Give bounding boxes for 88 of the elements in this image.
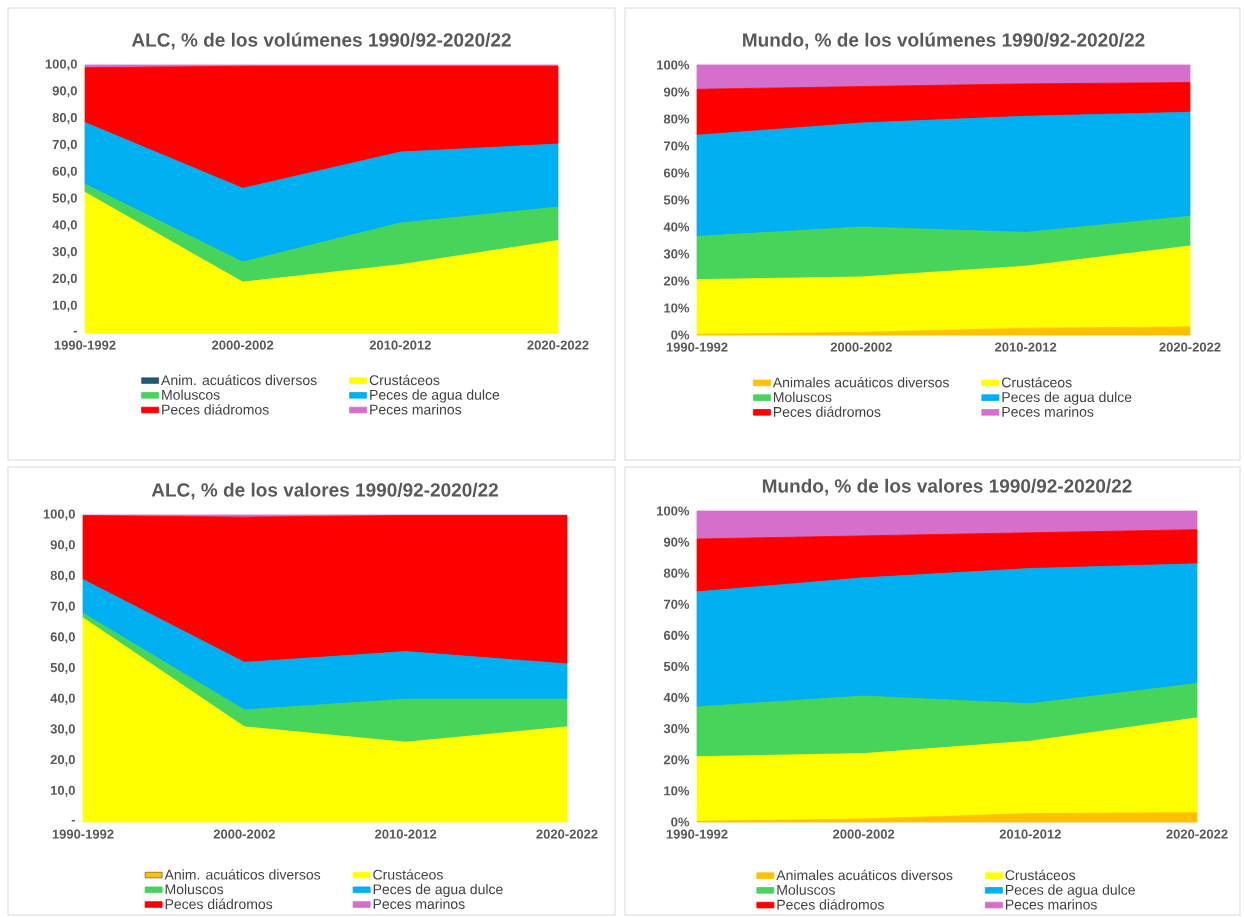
y-tick-label: 60% xyxy=(663,168,690,178)
legend-label: Peces de agua dulce xyxy=(370,389,500,403)
chart-title: ALC, % de los valores 1990/92-2020/22 xyxy=(151,482,498,500)
x-tick-label: 2010-2012 xyxy=(995,342,1057,352)
y-tick-label: - xyxy=(71,819,75,822)
legend-label: Moluscos xyxy=(773,391,832,403)
x-tick-label: 2020-2022 xyxy=(527,340,589,350)
legend-label: Peces de agua dulce xyxy=(1002,391,1132,405)
y-tick-label: 70,0 xyxy=(52,139,77,151)
legend-label: Peces de agua dulce xyxy=(373,883,503,898)
x-tick-label: 2020-2022 xyxy=(536,829,598,839)
legend-label: Peces marinos xyxy=(373,898,465,909)
y-tick-label: 50,0 xyxy=(52,193,77,205)
y-tick-label: 70% xyxy=(664,141,690,151)
y-tick-label: 20,0 xyxy=(52,273,77,285)
legend-label: Crustáceos xyxy=(1005,869,1076,881)
legend-label: Peces diádromos xyxy=(773,406,881,417)
y-tick-label: 80% xyxy=(663,114,690,124)
y-tick-label: 50% xyxy=(663,195,690,205)
x-tick-label: 2010-2012 xyxy=(369,340,431,350)
legend-label: Crustáceos xyxy=(373,869,443,880)
y-tick-label: 40,0 xyxy=(52,220,77,232)
legend-label: Crustáceos xyxy=(1002,376,1072,388)
y-tick-label: 30,0 xyxy=(50,724,75,736)
y-tick-label: 80% xyxy=(663,568,690,578)
x-tick-label: 2020-2022 xyxy=(1166,829,1228,839)
x-tick-label: 1990-1992 xyxy=(52,829,114,839)
y-tick-label: 100,0 xyxy=(45,59,77,71)
legend-label: Moluscos xyxy=(162,389,220,400)
y-tick-label: 10% xyxy=(664,786,690,796)
legend-label: Moluscos xyxy=(777,884,835,895)
legend-label: Peces diádromos xyxy=(162,404,269,415)
y-tick-label: 70% xyxy=(664,599,690,609)
y-tick-label: 100,0 xyxy=(43,509,75,521)
y-tick-label: 90% xyxy=(663,87,690,97)
y-tick-label: 10% xyxy=(664,303,690,313)
y-tick-label: 40% xyxy=(663,222,690,232)
legend-label: Peces marinos xyxy=(1005,899,1097,910)
y-tick-label: 100% xyxy=(657,60,690,70)
legend-label: Animales acuáticos diversos xyxy=(772,376,949,388)
chart-title: Mundo, % de los valores 1990/92-2020/22 xyxy=(762,478,1132,496)
x-tick-label: 2000-2002 xyxy=(833,829,895,839)
y-tick-label: 40,0 xyxy=(50,693,75,705)
chart-title: ALC, % de los volúmenes 1990/92-2020/22 xyxy=(131,32,511,50)
x-tick-label: 1990-1992 xyxy=(54,340,116,350)
y-tick-label: - xyxy=(73,330,77,333)
legend-label: Peces marinos xyxy=(370,404,462,415)
y-tick-label: 60% xyxy=(663,630,690,640)
legend-label: Anim. acuáticos diversos xyxy=(161,374,317,386)
y-tick-label: 50,0 xyxy=(50,662,75,675)
y-tick-label: 10,0 xyxy=(52,300,77,312)
y-tick-label: 20,0 xyxy=(50,755,75,767)
x-tick-label: 2000-2002 xyxy=(212,340,274,350)
y-tick-label: 40% xyxy=(663,692,690,703)
y-tick-label: 90,0 xyxy=(50,540,75,552)
x-tick-label: 1990-1992 xyxy=(666,829,728,839)
y-tick-label: 30% xyxy=(663,724,690,734)
y-tick-label: 80,0 xyxy=(52,113,77,125)
y-tick-label: 10,0 xyxy=(50,785,75,797)
y-tick-label: 20% xyxy=(663,755,690,765)
y-tick-label: 0% xyxy=(671,330,690,340)
y-tick-label: 70,0 xyxy=(50,601,75,613)
legend-label: Animales acuáticos diversos xyxy=(776,869,953,881)
legend-label: Peces diádromos xyxy=(777,899,884,910)
legend-label: Moluscos xyxy=(165,883,224,895)
legend-label: Peces de agua dulce xyxy=(1005,884,1135,898)
legend-label: Anim. acuáticos diversos xyxy=(164,869,321,880)
y-tick-label: 30,0 xyxy=(52,247,77,259)
x-tick-label: 2000-2002 xyxy=(830,342,892,352)
legend-label: Crustáceos xyxy=(369,374,440,386)
y-tick-label: 100% xyxy=(657,506,690,516)
y-tick-label: 0% xyxy=(671,817,690,827)
x-tick-label: 1990-1992 xyxy=(666,342,728,352)
x-tick-label: 2020-2022 xyxy=(1159,342,1221,352)
y-tick-label: 80,0 xyxy=(50,570,75,582)
y-tick-label: 50% xyxy=(663,661,690,672)
y-tick-label: 60,0 xyxy=(50,632,75,644)
x-tick-label: 2010-2012 xyxy=(999,829,1061,839)
chart-title: Mundo, % de los volúmenes 1990/92-2020/22 xyxy=(743,32,1145,50)
y-tick-label: 60,0 xyxy=(52,166,77,178)
legend-label: Peces diádromos xyxy=(165,898,273,910)
y-tick-label: 90,0 xyxy=(52,86,77,98)
legend-label: Peces marinos xyxy=(1002,406,1094,417)
y-tick-label: 90% xyxy=(663,537,690,547)
x-tick-label: 2010-2012 xyxy=(375,829,437,839)
y-tick-label: 30% xyxy=(663,249,690,259)
x-tick-label: 2000-2002 xyxy=(213,829,275,839)
y-tick-label: 20% xyxy=(663,276,690,286)
